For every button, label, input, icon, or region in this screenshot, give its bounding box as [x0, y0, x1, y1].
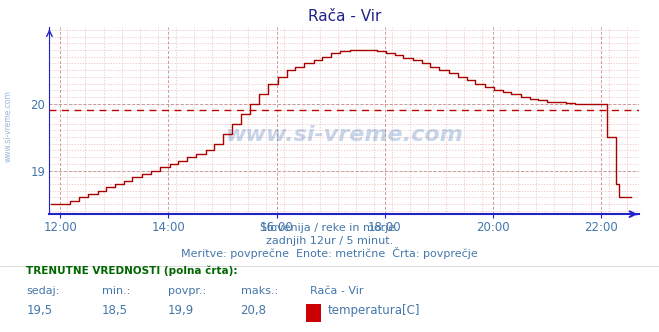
Text: 19,9: 19,9 — [168, 304, 194, 317]
Text: TRENUTNE VREDNOSTI (polna črta):: TRENUTNE VREDNOSTI (polna črta): — [26, 265, 238, 276]
Text: zadnjih 12ur / 5 minut.: zadnjih 12ur / 5 minut. — [266, 236, 393, 246]
Text: 20,8: 20,8 — [241, 304, 266, 317]
Text: 19,5: 19,5 — [26, 304, 53, 317]
Text: www.si-vreme.com: www.si-vreme.com — [225, 125, 463, 145]
Text: povpr.:: povpr.: — [168, 286, 206, 296]
Text: temperatura[C]: temperatura[C] — [328, 304, 420, 317]
Text: Slovenija / reke in morje.: Slovenija / reke in morje. — [260, 223, 399, 233]
Text: min.:: min.: — [102, 286, 130, 296]
Text: Meritve: povprečne  Enote: metrične  Črta: povprečje: Meritve: povprečne Enote: metrične Črta:… — [181, 247, 478, 259]
Text: Rača - Vir: Rača - Vir — [310, 286, 363, 296]
Text: www.si-vreme.com: www.si-vreme.com — [3, 90, 13, 162]
Text: sedaj:: sedaj: — [26, 286, 60, 296]
Title: Rača - Vir: Rača - Vir — [308, 9, 381, 24]
Text: maks.:: maks.: — [241, 286, 278, 296]
Text: 18,5: 18,5 — [102, 304, 128, 317]
